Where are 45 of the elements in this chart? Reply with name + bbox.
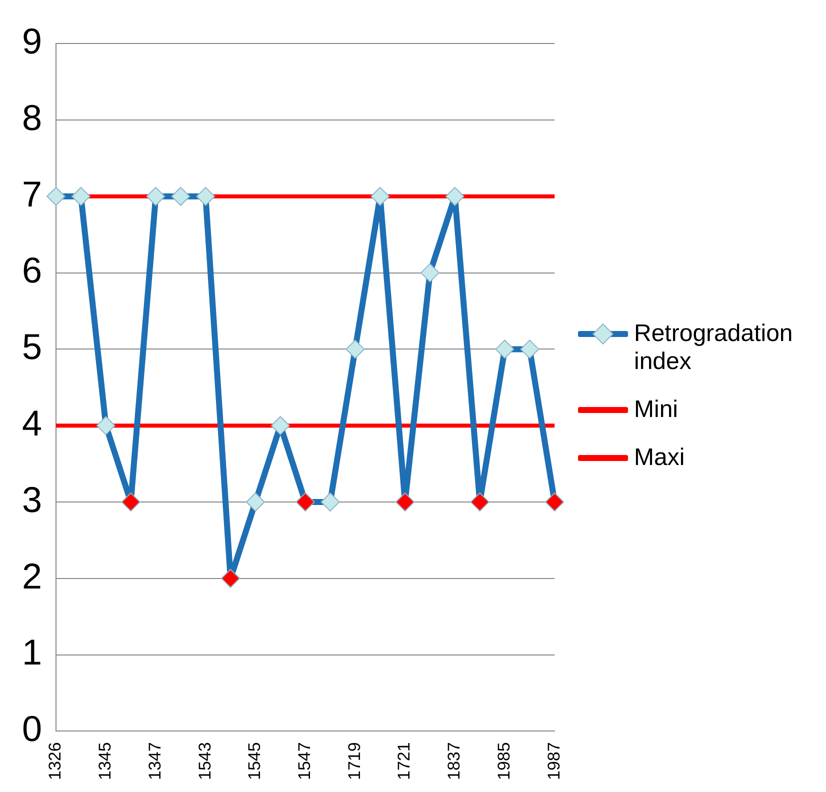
y-tick-label: 0 [22,708,42,750]
point [545,492,564,512]
point [296,492,315,512]
x-tick-label: 1326 [46,742,65,780]
point [71,186,90,206]
x-tick-label: 1985 [494,742,514,780]
point [370,186,390,206]
x-tick-label: 1547 [295,742,314,780]
y-tick-label: 8 [22,96,42,138]
x-tick-label: 1347 [145,742,164,780]
y-tick-label: 2 [22,555,42,596]
point [495,340,514,359]
legend-label: Maxi [634,444,685,472]
point [171,186,190,206]
point [346,340,365,359]
point [96,416,116,436]
point [121,492,140,512]
legend-label: Retrogradation index [634,320,794,376]
x-tick-label: 1721 [394,742,414,780]
x-tick-label: 1543 [195,742,214,780]
point [270,416,290,436]
point [520,340,540,359]
point [246,492,265,512]
y-tick-label: 1 [22,632,42,673]
point [420,263,440,282]
legend-label: Mini [634,396,678,424]
x-tick-label: 1545 [245,742,264,780]
y-tick-label: 7 [22,173,42,214]
y-tick-label: 6 [22,250,42,291]
point [445,186,464,206]
point [470,492,490,512]
y-tick-label: 4 [22,402,42,444]
point [221,568,240,588]
x-tick-label: 1719 [344,742,364,780]
point [46,186,66,206]
point [320,492,340,512]
y-tick-label: 3 [22,478,42,520]
x-tick-label: 1837 [444,742,464,780]
point [196,186,216,206]
y-tick-label: 9 [22,20,42,62]
x-tick-label: 1987 [544,742,564,780]
point [396,492,415,512]
point [146,186,166,206]
x-tick-label: 1345 [96,742,115,780]
y-tick-label: 5 [22,326,42,368]
